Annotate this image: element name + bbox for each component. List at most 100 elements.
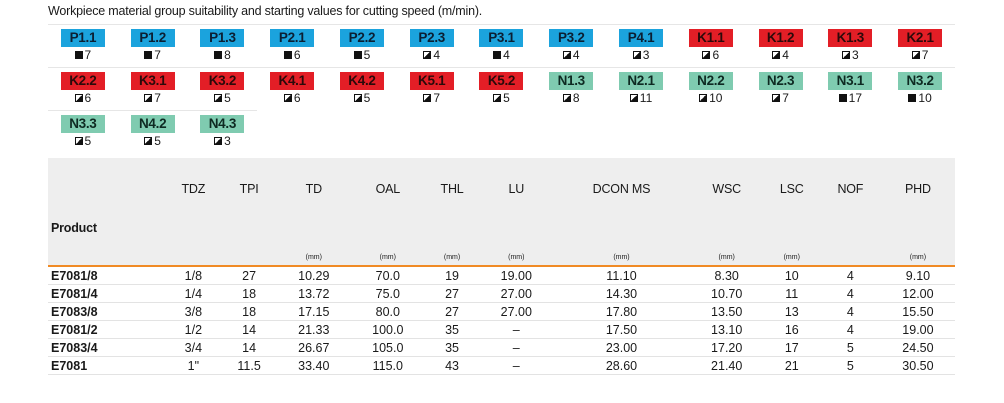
product-code-cell: E7083/8 — [48, 302, 166, 321]
speed-number: 5 — [84, 134, 92, 148]
column-header: LSC — [763, 158, 820, 249]
cutting-speed-value: 5 — [144, 134, 161, 148]
material-code-badge: N1.3 — [549, 72, 594, 90]
filled-square-icon — [908, 94, 917, 102]
table-cell: 21.40 — [689, 356, 764, 375]
half-square-icon — [772, 94, 781, 102]
table-cell: 13.10 — [689, 320, 764, 339]
material-code-badge: P1.3 — [200, 29, 245, 47]
table-cell: 4 — [819, 266, 881, 285]
cutting-speed-value: 3 — [632, 48, 650, 62]
material-code-badge: K4.2 — [339, 72, 384, 90]
table-row: E7081/8 1/8 27 10.29 70.0 19 19.00 11.10 8.30 10 4… — [48, 266, 955, 285]
material-cell: P2.1 6 — [257, 24, 328, 66]
table-cell: 35 — [424, 320, 480, 339]
material-code-badge: P1.1 — [60, 29, 105, 47]
speed-number: 10 — [918, 91, 932, 105]
material-code-badge: P3.2 — [549, 29, 594, 47]
material-code-badge: P4.1 — [619, 29, 664, 47]
table-cell: 80.0 — [350, 302, 425, 321]
material-cell: P1.3 8 — [187, 24, 258, 66]
cutting-speed-value: 10 — [908, 91, 932, 105]
unit-label: (mm) — [553, 249, 690, 267]
material-code-badge: N4.2 — [130, 115, 175, 133]
half-square-icon — [423, 94, 432, 102]
cutting-speed-value: 6 — [702, 48, 719, 62]
material-cell: K5.2 5 — [466, 67, 537, 109]
table-cell: 16 — [763, 320, 820, 339]
column-header: TPI — [221, 158, 277, 249]
half-square-icon — [74, 137, 83, 145]
cutting-speed-value: 3 — [214, 134, 231, 148]
table-cell: 8.30 — [689, 266, 764, 285]
speed-number: 4 — [433, 48, 441, 62]
table-cell: 17 — [763, 338, 820, 357]
half-square-icon — [144, 137, 153, 145]
speed-number: 5 — [224, 91, 231, 105]
half-square-icon — [772, 51, 781, 59]
speed-number: 4 — [572, 48, 580, 62]
product-code-cell: E7081/8 — [48, 266, 166, 285]
half-square-icon — [353, 94, 362, 102]
unit-label — [819, 249, 881, 267]
material-cell: N4.2 5 — [117, 110, 188, 152]
product-code-cell: E7083/4 — [48, 338, 166, 357]
half-square-icon — [911, 51, 920, 59]
table-cell: 24.50 — [880, 338, 955, 357]
filled-square-icon — [493, 51, 502, 59]
column-header: WSC — [689, 158, 764, 249]
table-cell: 70.0 — [350, 266, 425, 285]
speed-number: 7 — [782, 91, 789, 105]
table-cell: 1/8 — [165, 266, 222, 285]
unit-label: (mm) — [880, 249, 955, 267]
cutting-speed-value: 6 — [74, 91, 92, 105]
header-row: Product TDZ TPI TD OAL THL LU DCON MS WSC LSC NOF P… — [48, 158, 955, 249]
speed-number: 7 — [84, 48, 92, 62]
material-cell: N2.3 7 — [745, 67, 816, 109]
material-cell: N3.3 5 — [48, 110, 118, 152]
speed-number: 4 — [503, 48, 510, 62]
material-code-badge: K1.2 — [758, 29, 803, 47]
table-cell: 13.50 — [689, 302, 764, 321]
material-cell: N3.2 10 — [885, 67, 955, 109]
unit-label — [221, 249, 277, 267]
material-cell: P2.2 5 — [327, 24, 397, 66]
table-cell: 105.0 — [350, 338, 425, 357]
material-code-badge: N2.3 — [758, 72, 803, 90]
table-cell: 17.20 — [689, 338, 764, 357]
filled-square-icon — [74, 51, 83, 59]
speed-number: 6 — [84, 91, 92, 105]
table-cell: 5 — [819, 356, 881, 375]
material-code-badge: K1.3 — [828, 29, 873, 47]
table-body: E7081/8 1/8 27 10.29 70.0 19 19.00 11.10 8.30 10 4… — [48, 266, 955, 375]
column-header: Product — [48, 158, 166, 249]
table-cell: 3/8 — [165, 302, 222, 321]
speed-number: 3 — [642, 48, 650, 62]
cutting-speed-value: 4 — [772, 48, 789, 62]
half-square-icon — [702, 51, 711, 59]
unit-label: (mm) — [763, 249, 820, 267]
table-cell: 14.30 — [553, 284, 690, 303]
unit-label: (mm) — [276, 249, 351, 267]
cutting-speed-value: 5 — [74, 134, 92, 148]
material-code-badge: P3.1 — [479, 29, 524, 47]
material-cell: K1.3 3 — [815, 24, 886, 66]
table-cell: 18 — [221, 302, 277, 321]
speed-number: 7 — [154, 91, 161, 105]
table-cell: 17.80 — [553, 302, 690, 321]
table-cell: 9.10 — [880, 266, 955, 285]
material-code-badge: K5.2 — [479, 72, 524, 90]
table-cell: 27 — [221, 266, 277, 285]
material-cell: N3.1 17 — [815, 67, 886, 109]
table-cell: 75.0 — [350, 284, 425, 303]
table-cell: 11.10 — [553, 266, 690, 285]
speed-number: 5 — [363, 91, 371, 105]
cutting-speed-value: 7 — [74, 48, 92, 62]
material-code-badge: N2.1 — [619, 72, 664, 90]
material-cell: K4.1 6 — [257, 67, 328, 109]
material-cell: P2.3 4 — [396, 24, 467, 66]
column-header: OAL — [350, 158, 425, 249]
column-header: NOF — [819, 158, 881, 249]
table-cell: 21.33 — [276, 320, 351, 339]
table-row: E7081 1" 11.5 33.40 115.0 43–28.60 21.40 21 5 30.… — [48, 356, 955, 375]
